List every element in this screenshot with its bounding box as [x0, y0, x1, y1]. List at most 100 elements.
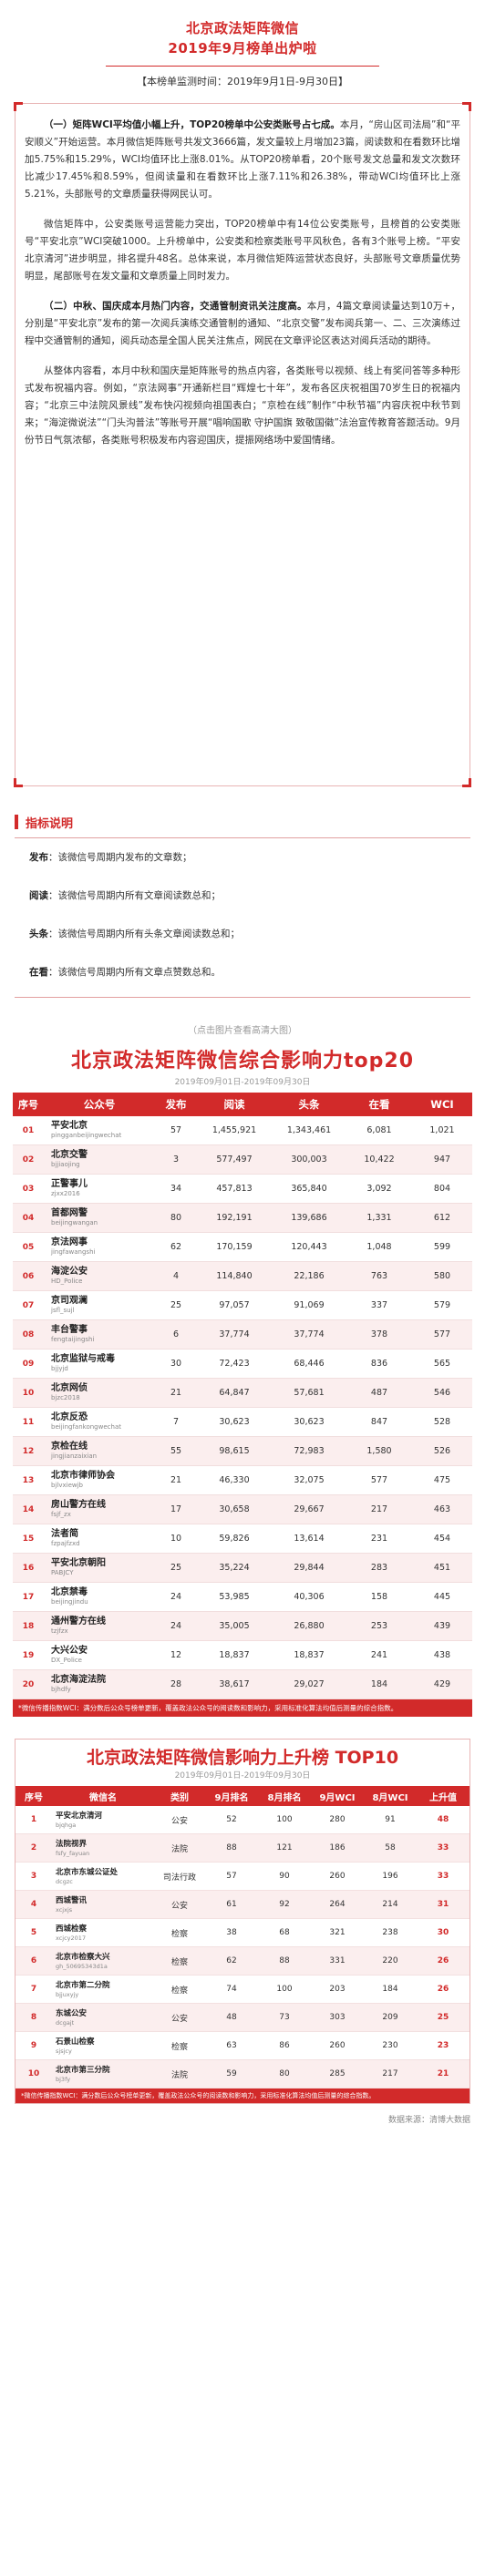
publish-count: 17: [170, 1504, 182, 1514]
rising-table[interactable]: 北京政法矩阵微信影响力上升榜 TOP10 2019年09月01日-2019年09…: [15, 1739, 470, 2104]
wci-value: 463: [433, 1504, 451, 1514]
sep-wci: 260: [329, 1872, 346, 1881]
col-header-aug-wci: 8月WCI: [372, 1792, 408, 1803]
headline-read-count: 18,837: [294, 1650, 325, 1660]
wci-value: 546: [433, 1388, 451, 1398]
account-id: fsjf_zx: [51, 1511, 71, 1518]
account-cell: 西城检察 xcjcy2017: [52, 1924, 154, 1942]
rank-number: 3: [30, 1872, 37, 1881]
account-id: jingfawangshi: [51, 1248, 96, 1256]
likes-count: 1,331: [366, 1213, 392, 1223]
rank-number: 18: [22, 1621, 35, 1631]
aug-wci: 230: [382, 2041, 398, 2050]
rank-number: 7: [30, 1985, 37, 1994]
likes-count: 763: [370, 1271, 388, 1281]
likes-count: 241: [370, 1650, 388, 1660]
rising-title: 北京政法矩阵微信影响力上升榜 TOP10: [86, 1748, 399, 1768]
rank-number: 14: [22, 1504, 35, 1514]
account-id: bjjyjd: [51, 1365, 68, 1372]
account-cell: 大兴公安 DX_Police: [44, 1646, 155, 1665]
table-row: 7 北京市第二分院 bjjuxyjy 检察 74 100 203 184 26: [15, 1976, 470, 2004]
account-cell: 北京市检察大兴 gh_50695343d1a: [52, 1953, 154, 1970]
rising-rows: 1 平安北京清河 bjqhga 公安 52 100 280 91 48 2 法院视界 fsfy_fay…: [15, 1806, 470, 2089]
aug-rank: 100: [276, 1985, 293, 1994]
wci-value: 565: [433, 1359, 451, 1369]
likes-count: 378: [370, 1329, 388, 1339]
rise-value: 23: [437, 2041, 449, 2050]
table-header: 序号 公众号 发布 阅读 头条 在看 WCI: [13, 1093, 472, 1116]
click-for-hd-hint[interactable]: （点击图片查看高清大图）: [188, 1026, 297, 1036]
header-divider: [106, 66, 379, 67]
account-name: 房山警方在线: [51, 1500, 106, 1510]
account-cell: 北京市第二分院 bjjuxyjy: [52, 1981, 154, 1998]
wci-value: 1,021: [429, 1125, 455, 1135]
publish-count: 4: [172, 1271, 180, 1281]
summary-paragraph-1: （一）矩阵WCI平均值小幅上升，TOP20榜单中公安类账号占七成。本月，“房山区…: [25, 117, 460, 203]
aug-wci: 209: [382, 2013, 398, 2022]
indicator-item: 头条：该微信号周期内所有头条文章阅读数总和；: [29, 915, 470, 953]
top20-title: 北京政法矩阵微信综合影响力top20: [71, 1050, 414, 1072]
headline-read-count: 29,844: [294, 1563, 325, 1573]
aug-rank: 90: [279, 1872, 290, 1881]
account-cell: 石景山检察 sjsjcy: [52, 2037, 154, 2055]
wci-value: 528: [433, 1417, 451, 1427]
headline-read-count: 300,003: [291, 1155, 327, 1165]
monitoring-period: 【本榜单监测时间：2019年9月1日-9月30日】: [137, 76, 348, 87]
col-header-no: 序号: [18, 1099, 38, 1111]
read-count: 30,623: [219, 1417, 250, 1427]
account-cell: 北京市第三分院 bj3fy: [52, 2066, 154, 2083]
publish-count: 62: [170, 1242, 182, 1252]
account-name: 京检在线: [51, 1442, 88, 1452]
rank-number: 20: [22, 1679, 35, 1689]
likes-count: 231: [370, 1534, 388, 1544]
sep-rank: 38: [226, 1928, 237, 1937]
likes-count: 836: [370, 1359, 388, 1369]
rank-number: 04: [22, 1213, 35, 1223]
top20-table[interactable]: 北京政法矩阵微信综合影响力top20 2019年09月01日-2019年09月3…: [13, 1047, 472, 1717]
publish-count: 25: [170, 1563, 182, 1573]
category: 公安: [170, 1901, 188, 1911]
read-count: 457,813: [216, 1184, 253, 1194]
headline-read-count: 139,686: [291, 1213, 327, 1223]
rank-number: 09: [22, 1359, 35, 1369]
sep-rank: 61: [226, 1900, 237, 1909]
col-header-read: 阅读: [223, 1098, 245, 1111]
sep-wci: 321: [329, 1928, 346, 1937]
summary-box: （一）矩阵WCI平均值小幅上升，TOP20榜单中公安类账号占七成。本月，“房山区…: [14, 102, 471, 787]
read-count: 192,191: [216, 1213, 253, 1223]
category: 公安: [170, 1816, 188, 1826]
indicator-key: 在看: [29, 967, 48, 978]
likes-count: 283: [370, 1563, 388, 1573]
table-row: 16 平安北京朝阳 PABJCY 25 35,224 29,844 283 451: [13, 1554, 472, 1583]
sep-wci: 186: [329, 1843, 346, 1852]
account-name: 石景山检察: [56, 2037, 95, 2047]
rising-footnote: *微信传播指数WCI：满分数后公众号榜单更新，覆盖政法公众号的阅读数和影响力，采…: [15, 2089, 470, 2103]
account-id: bjlvxiewjb: [51, 1482, 83, 1489]
account-cell: 房山警方在线 fsjf_zx: [44, 1500, 155, 1519]
sep-rank: 59: [226, 2069, 237, 2078]
account-cell: 正警事儿 zjxx2016: [44, 1179, 155, 1198]
sep-rank: 57: [226, 1872, 237, 1881]
table-row: 04 首都网警 beijingwangan 80 192,191 139,686 1,331…: [13, 1204, 472, 1233]
sep-wci: 260: [329, 2041, 346, 2050]
aug-wci: 184: [382, 1985, 398, 1994]
rank-number: 08: [22, 1329, 35, 1339]
likes-count: 337: [370, 1300, 388, 1310]
header-title-line2: 2019年9月榜单出炉啦: [168, 40, 317, 56]
account-id: jsfl_sujl: [51, 1307, 75, 1314]
account-cell: 京法网事 jingfawangshi: [44, 1237, 155, 1257]
headline-read-count: 32,075: [294, 1475, 325, 1485]
read-count: 170,159: [216, 1242, 253, 1252]
publish-count: 80: [170, 1213, 182, 1223]
account-cell: 首都网警 beijingwangan: [44, 1208, 155, 1227]
account-name: 平安北京: [51, 1121, 88, 1131]
headline-read-count: 13,614: [294, 1534, 325, 1544]
rise-value: 30: [437, 1928, 449, 1937]
account-id: sjsjcy: [56, 2047, 72, 2055]
account-cell: 北京交警 bjjiaojing: [44, 1150, 155, 1169]
category: 检察: [170, 1929, 188, 1939]
read-count: 114,840: [216, 1271, 253, 1281]
aug-rank: 92: [279, 1900, 290, 1909]
wci-value: 451: [433, 1563, 451, 1573]
